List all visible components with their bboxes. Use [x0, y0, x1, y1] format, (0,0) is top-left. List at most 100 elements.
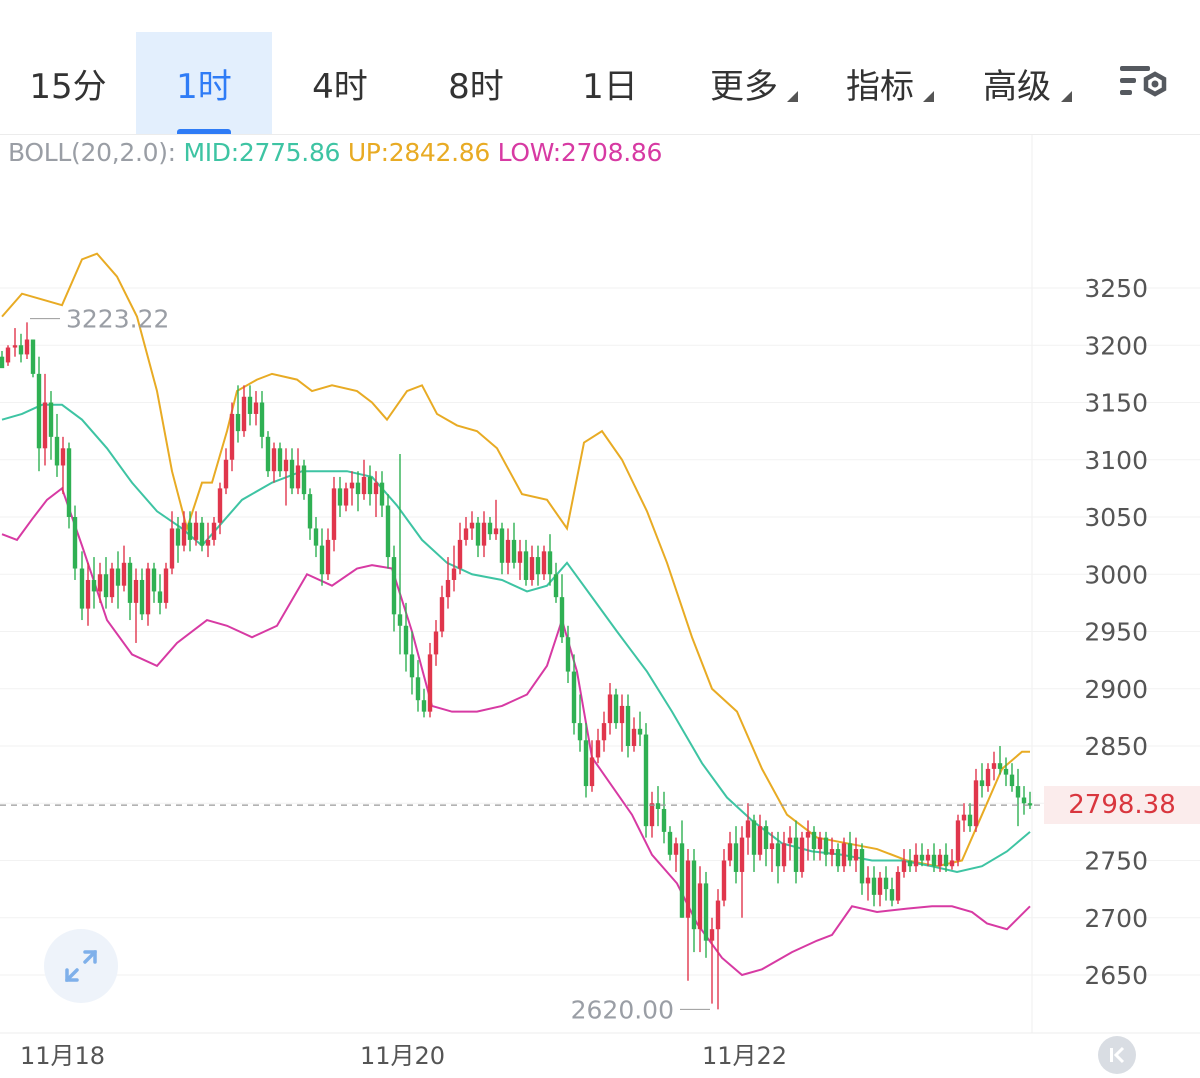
tab-4h[interactable]: 4时	[272, 32, 408, 134]
candle-body	[199, 522, 205, 546]
candle-down	[793, 820, 799, 884]
candle-down	[313, 517, 319, 558]
candle-body	[679, 843, 685, 918]
candle-down	[679, 820, 685, 918]
candle-body	[961, 814, 967, 821]
y-tick-label: 2700	[1084, 904, 1148, 933]
candle-up	[325, 528, 331, 580]
candle-body	[499, 528, 505, 563]
candle-body	[247, 396, 253, 414]
scroll-to-latest-button[interactable]	[1098, 1036, 1136, 1074]
candle-up	[985, 763, 991, 792]
candle-up	[949, 849, 955, 870]
candle-body	[925, 854, 931, 861]
candle-body	[997, 763, 1003, 769]
candle-body	[30, 339, 36, 374]
dropdown-caret-icon	[787, 91, 798, 102]
candle-up	[12, 328, 18, 357]
candle-down	[18, 333, 24, 363]
candle-body	[523, 551, 529, 580]
candle-body	[757, 826, 763, 855]
candle-up	[295, 448, 301, 495]
candlestick-chart[interactable]: 3223.22 2620.00 3250 3200 3150 3100 3050 3000 2…	[0, 135, 1200, 1035]
candle-body	[66, 448, 72, 517]
tab-advanced[interactable]: 高级	[952, 32, 1082, 134]
tab-1d[interactable]: 1日	[542, 32, 678, 134]
candle-body	[343, 488, 349, 506]
tab-label: 4时	[312, 66, 368, 107]
candle-body	[853, 849, 859, 861]
candle-up	[913, 843, 919, 872]
candle-up	[787, 826, 793, 861]
y-tick-label: 2900	[1084, 675, 1148, 704]
candle-down	[139, 568, 145, 621]
candle-down	[415, 660, 421, 712]
candle-down	[703, 871, 709, 958]
candle-up	[343, 482, 349, 512]
candle-down	[72, 505, 78, 580]
candle-body	[175, 528, 181, 546]
candle-body	[319, 545, 325, 575]
candle-up	[439, 585, 445, 638]
candle-body	[589, 757, 595, 787]
candle-body	[139, 579, 145, 615]
candle-up	[769, 831, 775, 872]
candle-up	[829, 837, 835, 867]
candle-body	[283, 459, 289, 472]
candle-body	[919, 854, 925, 861]
candle-down	[48, 391, 54, 460]
candle-up	[451, 545, 457, 592]
tab-15min[interactable]: 15分	[0, 32, 136, 134]
candle-body	[169, 528, 175, 569]
candle-body	[823, 837, 829, 855]
candle-down	[319, 528, 325, 586]
mid-band-line	[1, 403, 1031, 873]
candle-body	[481, 522, 487, 546]
candle-body	[409, 654, 415, 678]
tab-8h[interactable]: 8时	[408, 32, 544, 134]
candle-body	[385, 505, 391, 558]
chart-settings-icon	[1120, 66, 1167, 97]
candle-down	[535, 545, 541, 586]
candle-down	[175, 517, 181, 563]
candle-down	[235, 385, 241, 443]
candle-body	[841, 843, 847, 867]
candle-down	[613, 688, 619, 729]
candle-body	[985, 768, 991, 787]
tab-more[interactable]: 更多	[680, 32, 808, 134]
candle-body	[673, 843, 679, 855]
candle-body	[601, 723, 607, 741]
candle-body	[703, 883, 709, 941]
candle-down	[979, 763, 985, 798]
candle-up	[607, 683, 613, 735]
candle-up	[853, 837, 859, 872]
candle-body	[475, 522, 481, 546]
tab-indicators[interactable]: 指标	[816, 32, 944, 134]
candle-body	[751, 820, 757, 855]
active-tab-indicator	[177, 129, 231, 134]
candle-body	[85, 579, 91, 609]
candle-body	[265, 436, 271, 472]
expand-chart-button[interactable]	[44, 929, 118, 1003]
candle-body	[949, 860, 955, 867]
candle-body	[625, 705, 631, 746]
tab-1h[interactable]: 1时	[136, 32, 272, 134]
candle-up	[601, 711, 607, 752]
candle-body	[529, 557, 535, 580]
candle-down	[157, 574, 163, 615]
candle-down	[667, 826, 673, 861]
candle-up	[721, 849, 727, 907]
candle-down	[553, 562, 559, 603]
candle-down	[565, 625, 571, 684]
candle-down	[385, 494, 391, 569]
high-marker-label: 3223.22	[66, 305, 169, 334]
candle-down	[277, 442, 283, 477]
candle-down	[511, 522, 517, 569]
candle-body	[433, 631, 439, 655]
y-tick-label: 3100	[1084, 446, 1148, 475]
chart-settings-button[interactable]	[1108, 58, 1174, 110]
candle-down	[355, 471, 361, 512]
candle-body	[457, 539, 463, 569]
candle-down	[103, 557, 109, 609]
candle-body	[571, 671, 577, 724]
